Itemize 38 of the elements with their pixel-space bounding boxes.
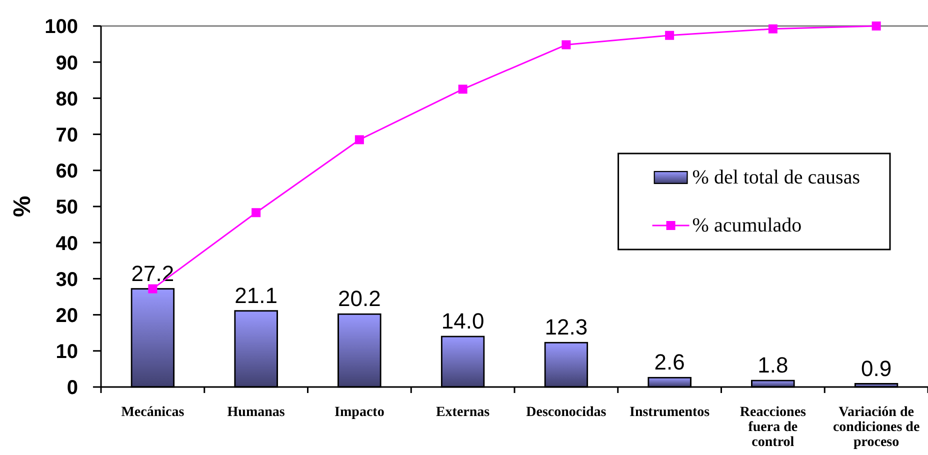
y-tick-label: 80: [56, 88, 78, 110]
y-tick-label: 20: [56, 305, 78, 327]
point: [872, 22, 881, 30]
data-label: 1.8: [758, 352, 788, 378]
y-tick-label: 60: [56, 160, 78, 183]
legend-label: % acumulado: [692, 214, 802, 236]
x-tick-label: Externas: [436, 405, 490, 420]
data-label: 14.0: [441, 308, 484, 334]
y-tick-label: 30: [56, 268, 78, 291]
legend-label: % del total de causas: [692, 166, 860, 188]
point: [148, 284, 158, 294]
point: [768, 24, 778, 34]
data-label: 12.3: [544, 314, 588, 340]
y-tick-label: 90: [56, 52, 78, 74]
y-tick-label: 0: [66, 377, 78, 400]
y-tick-label: 40: [56, 232, 78, 255]
data-label: 21.1: [234, 282, 278, 308]
point: [354, 135, 364, 144]
y-tick-label: 100: [44, 16, 78, 38]
x-tick-label: Impacto: [334, 405, 384, 420]
point: [665, 30, 674, 40]
y-tick-label: 10: [56, 341, 78, 364]
data-label: 2.6: [654, 350, 685, 375]
data-label: 27.2: [131, 260, 174, 286]
point: [252, 208, 261, 218]
point: [458, 84, 468, 94]
x-tick-label: Mecánicas: [121, 405, 185, 420]
data-label: 20.2: [338, 286, 381, 312]
x-tick-label: Desconocidas: [526, 405, 607, 420]
point: [562, 40, 571, 50]
y-tick-label: 50: [56, 196, 78, 219]
x-tick-label: Reacciones fuera de control: [740, 405, 807, 450]
x-tick-label: Instrumentos: [630, 405, 710, 420]
data-label: 0.9: [861, 356, 892, 381]
y-tick-label: 70: [56, 124, 78, 146]
x-tick-label: Variación de condiciones de proceso: [832, 405, 920, 450]
y-axis-title: %: [9, 196, 36, 218]
x-tick-label: Humanas: [227, 405, 286, 420]
